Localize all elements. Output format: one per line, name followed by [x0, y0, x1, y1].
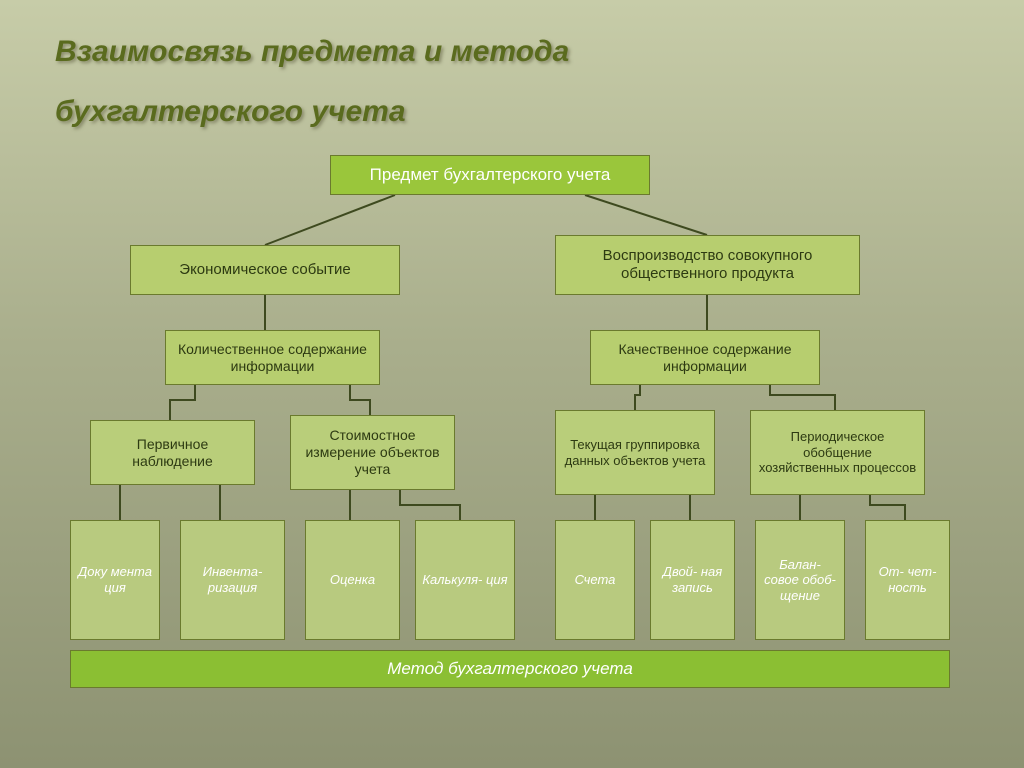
- box-l4a: Первичное наблюдение: [90, 420, 255, 485]
- box-l2a: Экономическое событие: [130, 245, 400, 295]
- box-leaf2: Инвента- ризация: [180, 520, 285, 640]
- box-leaf6: Двой- ная запись: [650, 520, 735, 640]
- slide: Взаимосвязь предмета и метода бухгалтерс…: [0, 0, 1024, 768]
- box-leaf8: От- чет- ность: [865, 520, 950, 640]
- title-line2: бухгалтерского учета: [55, 95, 406, 129]
- box-l4b: Стоимостное измерение объектов учета: [290, 415, 455, 490]
- box-root: Предмет бухгалтерского учета: [330, 155, 650, 195]
- box-leaf3: Оценка: [305, 520, 400, 640]
- box-l2b: Воспроизводство совокупного общественног…: [555, 235, 860, 295]
- box-l4c: Текущая группировка данных объектов учет…: [555, 410, 715, 495]
- box-l4d: Периодическое обобщение хозяйственных пр…: [750, 410, 925, 495]
- box-bottom: Метод бухгалтерского учета: [70, 650, 950, 688]
- box-leaf4: Калькуля- ция: [415, 520, 515, 640]
- box-l3a: Количественное содержание информации: [165, 330, 380, 385]
- box-l3b: Качественное содержание информации: [590, 330, 820, 385]
- box-leaf7: Балан- совое обоб- щение: [755, 520, 845, 640]
- box-leaf5: Счета: [555, 520, 635, 640]
- title-line1: Взаимосвязь предмета и метода: [55, 35, 569, 69]
- box-leaf1: Доку мента ция: [70, 520, 160, 640]
